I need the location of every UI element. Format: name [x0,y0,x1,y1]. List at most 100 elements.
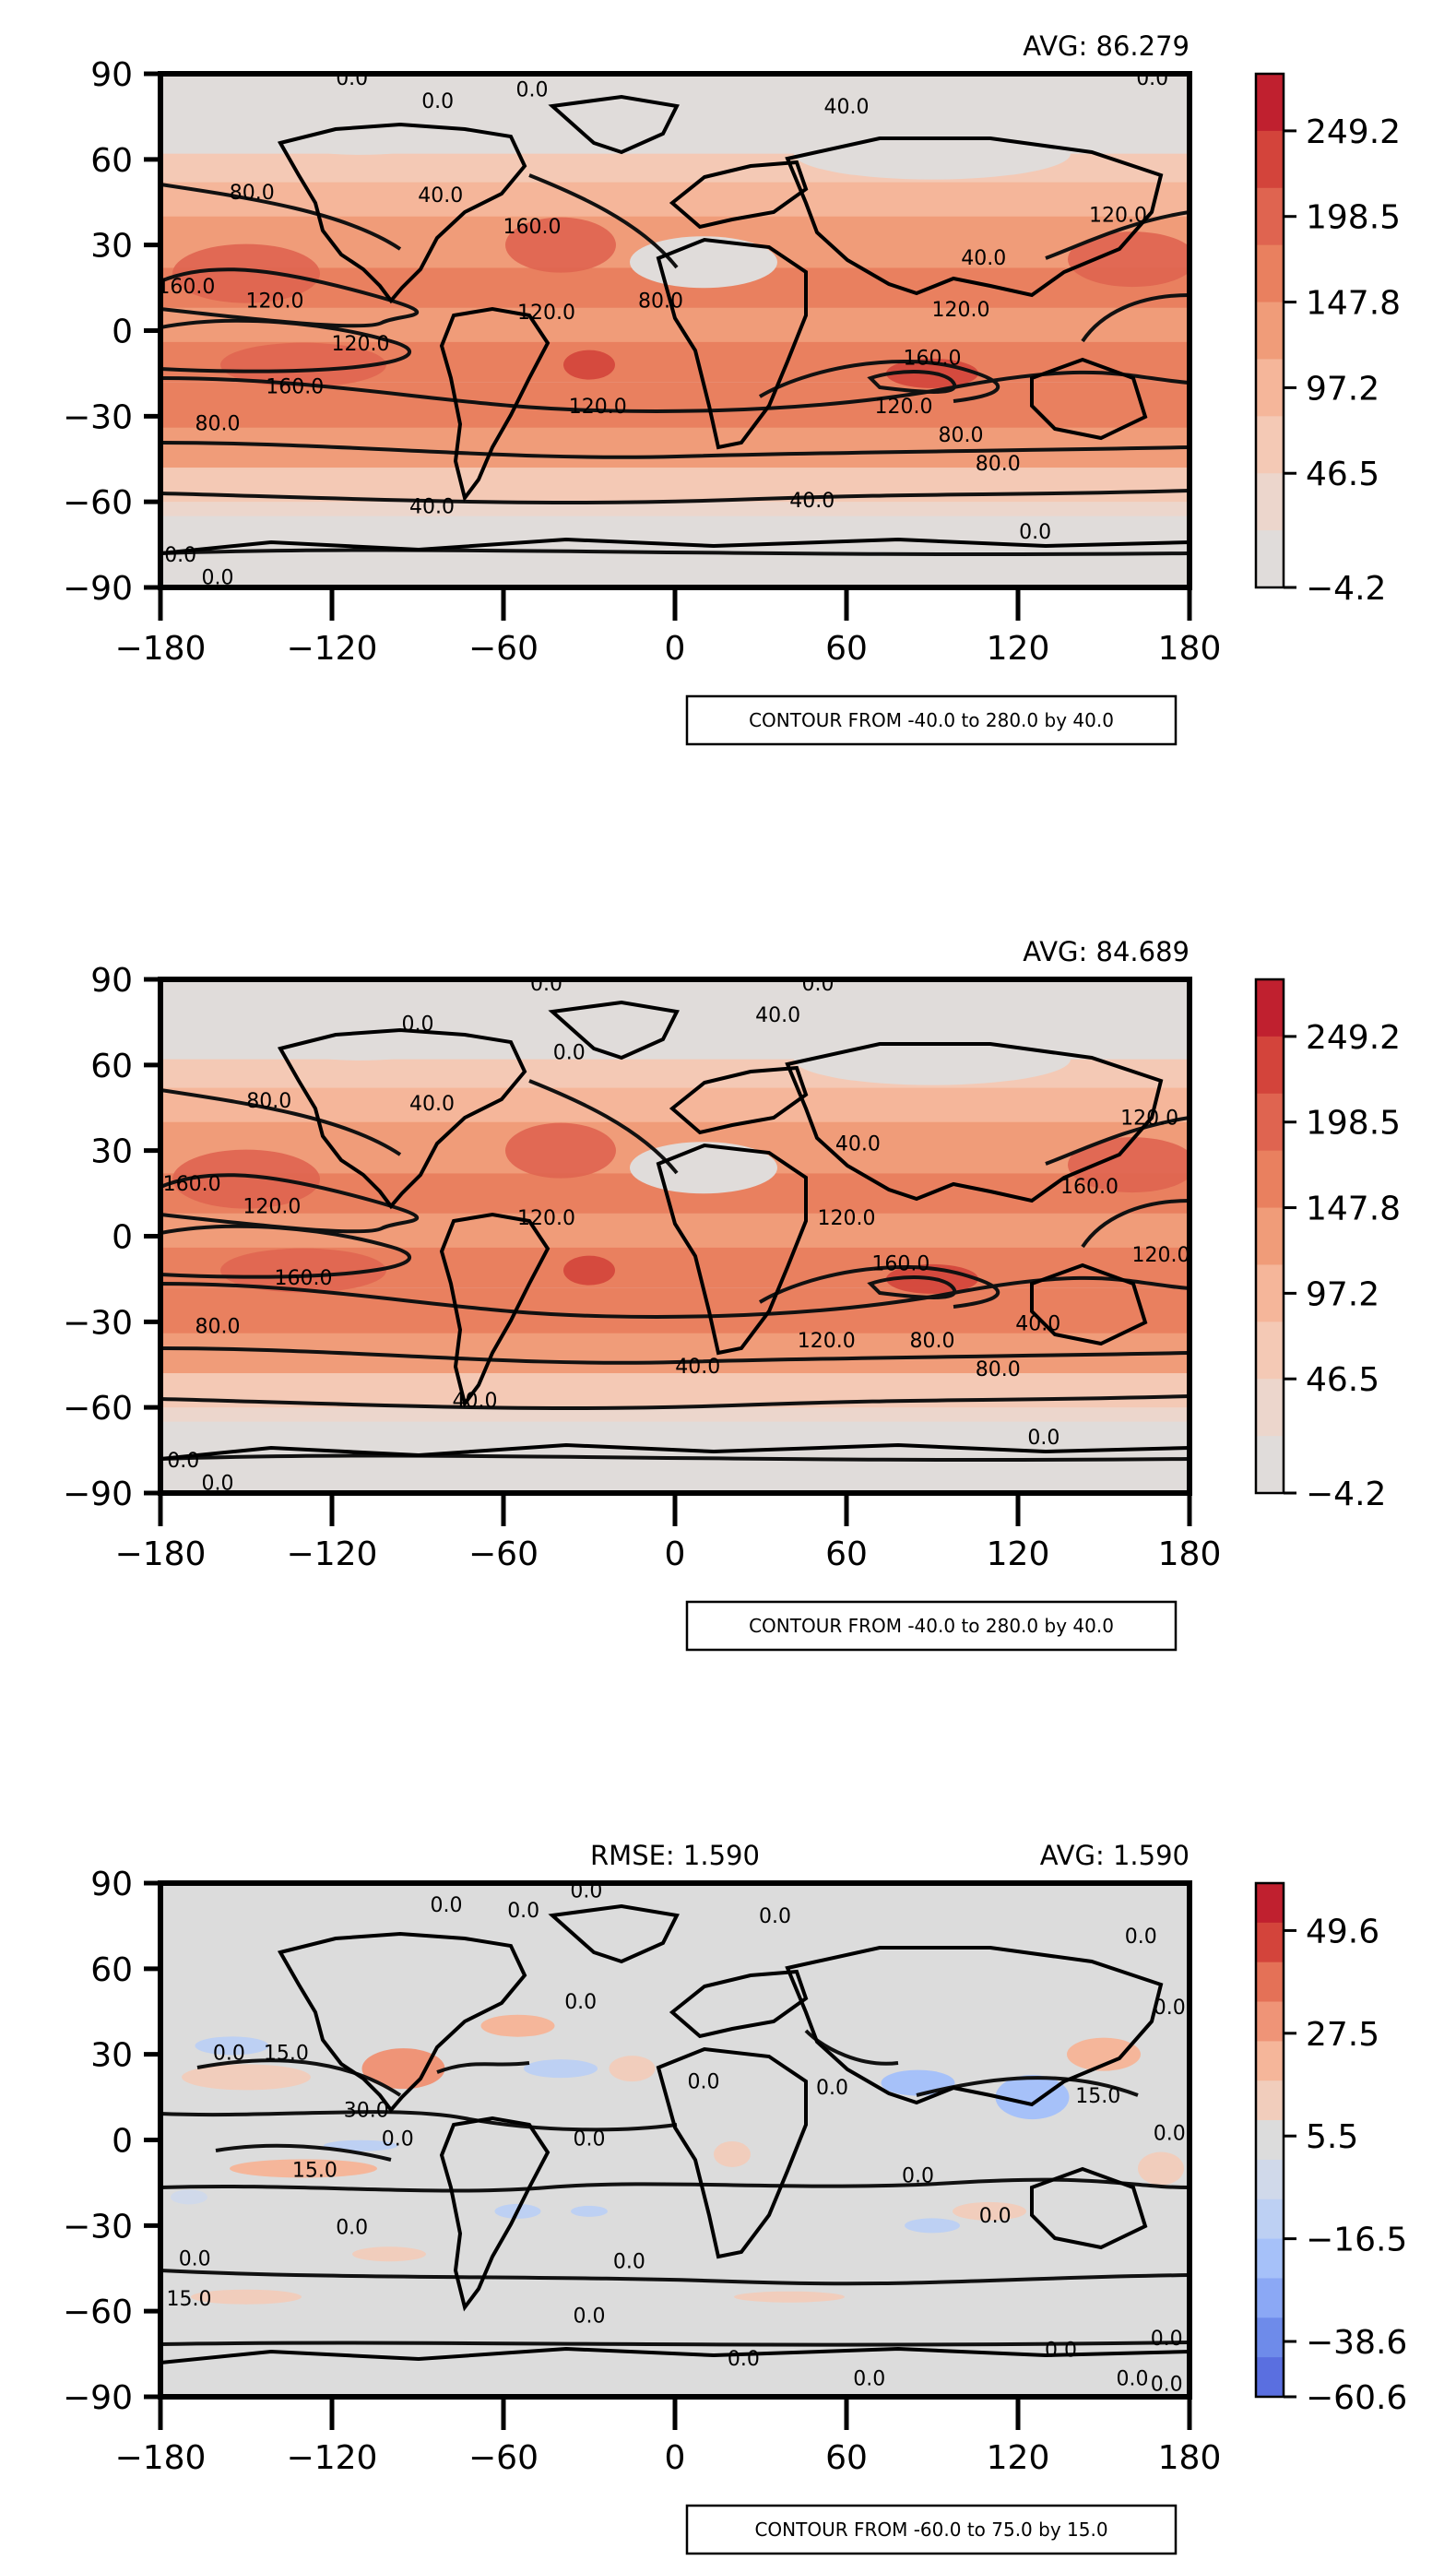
contour-label: 0.0 [564,1991,597,2014]
contour-label: 160.0 [266,375,324,398]
field-core [1068,231,1190,288]
contour-line [160,2269,1190,2286]
contour-label: 120.0 [1132,1244,1190,1267]
contour-line [160,1224,412,1279]
colorbar-label: 147.8 [1306,285,1401,323]
contour-line [1045,210,1190,260]
field-anomaly-negative [524,2059,598,2079]
contour-line [528,1079,679,1175]
colorbar-label: 27.5 [1306,2016,1379,2054]
contour-line [196,2058,402,2097]
contour-label: 30.0 [344,2100,389,2123]
contour-label: 0.0 [530,973,562,996]
field-core [563,350,615,380]
contour-label: 80.0 [195,1316,241,1339]
avg-label: AVG: 1.590 [1040,1840,1190,1871]
field-anomaly-negative [195,2036,269,2056]
colorbar-swatch [1256,473,1284,531]
rmse-label: RMSE: 1.590 [590,1840,760,1871]
contour-label: 160.0 [1060,1176,1119,1199]
x-tick-label: 60 [825,1535,868,1573]
contour-label: 0.0 [728,2348,760,2371]
map-area: 0.0 0.0 0.0 40.0 0.0 80.0 40.0 160.0 120.0 160.0 1… [160,67,1190,587]
contour-label: 0.0 [179,2247,211,2270]
contour-label: 160.0 [275,1267,333,1290]
contour-label: 120.0 [798,1330,856,1353]
colorbar-swatch [1256,1036,1284,1095]
contour-label: 0.0 [759,1905,791,1928]
field-anomaly-positive [230,2159,377,2178]
colorbar-swatch [1256,2001,1284,2042]
x-tick-label: −180 [115,630,207,668]
y-tick-label: 0 [112,2123,133,2161]
colorbar-swatch [1256,2317,1284,2358]
map-area: 0.0 0.00.00.00.00.015.00.030.00.00.00.00.… [160,1879,1190,2397]
contour-line [160,2177,1190,2193]
x-tick-label: −180 [115,1535,207,1573]
contour-line [160,1453,1190,1463]
y-tick-label: 60 [90,142,133,180]
contour-info-frame [685,1600,1178,1652]
y-tick-label: −60 [63,1390,133,1428]
x-tick-label: 120 [987,1535,1050,1573]
colorbar-swatch [1256,2041,1284,2081]
colorbar-swatch [1256,979,1284,1037]
field-core [1068,1137,1190,1193]
colorbar-label: 198.5 [1306,1105,1401,1143]
contour-label: 0.0 [1136,67,1168,90]
colorbar-label: 147.8 [1306,1191,1401,1228]
field-anomaly-positive [1138,2151,1184,2186]
field-anomaly-positive [191,2289,302,2305]
contour-line [160,1346,1190,1365]
contour-label: 0.0 [979,2205,1012,2228]
contour-label: 80.0 [638,290,683,314]
x-tick-label: −60 [468,2439,539,2477]
contour-line [1081,293,1190,343]
y-tick-label: −30 [63,1304,133,1342]
contour-label: 80.0 [976,453,1021,476]
contour-info-text: CONTOUR FROM -40.0 to 280.0 by 40.0 [749,709,1114,731]
contour-info-text: CONTOUR FROM -60.0 to 75.0 by 15.0 [754,2519,1107,2541]
colorbar-frame [1254,1881,1285,2399]
colorbar-swatch [1256,130,1284,189]
colorbar: 249.2 198.5 147.8 97.2 46.5 −4.2 [1254,978,1401,1513]
colorbar-swatch [1256,416,1284,474]
contour-line [160,1394,1190,1410]
field-anomaly-positive [609,2056,656,2082]
x-tick-label: 180 [1158,1535,1222,1573]
contour-label: 80.0 [939,424,984,447]
y-tick-label: −60 [63,484,133,522]
field-core [220,1248,386,1293]
contour-label: 40.0 [409,1093,455,1116]
contour-line [160,1088,402,1156]
y-tick-label: 30 [90,228,133,266]
contour-label: 0.0 [507,1900,539,1923]
field-core [505,217,616,273]
colorbar-swatch [1256,1962,1284,2003]
contour-label: 0.0 [553,1041,586,1064]
contour-label: 40.0 [789,490,835,513]
contour-label: 40.0 [755,1004,800,1027]
contour-label: 0.0 [570,1879,602,1902]
colorbar-label: 46.5 [1306,1361,1379,1399]
map-background [160,1883,1190,2397]
contour-line [804,2029,899,2066]
contour-label: 120.0 [332,333,390,356]
contour-line [528,173,679,269]
y-tick-label: 0 [112,1219,133,1257]
colorbar-swatch [1256,2357,1284,2398]
y-tick-label: 60 [90,1951,133,1989]
contour-label: 120.0 [818,1207,876,1230]
land-interior [794,127,1071,180]
contour-label: 0.0 [1027,1427,1059,1450]
field-anomaly-positive [480,2014,555,2037]
x-tick-label: 0 [665,2439,686,2477]
contour-label: 0.0 [431,1894,463,1917]
contour-label: 0.0 [902,2165,934,2188]
x-tick-label: 180 [1158,630,1222,668]
colorbar-swatch [1256,187,1284,246]
colorbar-label: 5.5 [1306,2118,1358,2156]
